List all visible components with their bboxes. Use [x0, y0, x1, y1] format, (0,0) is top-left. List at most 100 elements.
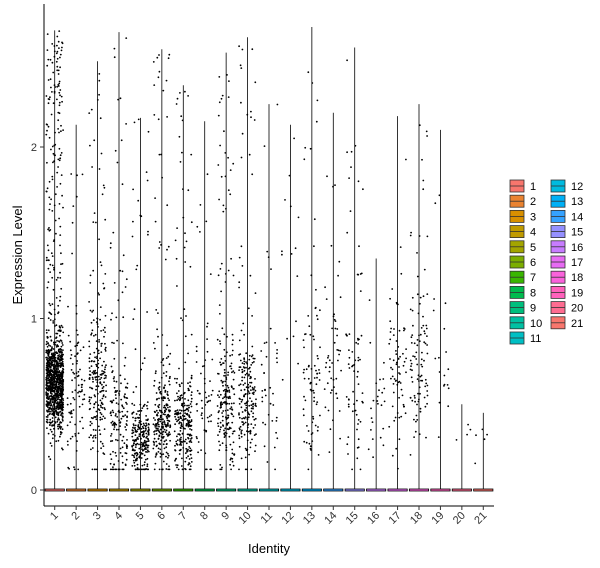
data-point: [241, 48, 244, 51]
data-point: [153, 468, 156, 471]
data-point: [165, 375, 168, 377]
data-point: [250, 400, 253, 403]
data-point: [227, 414, 229, 417]
data-point: [264, 423, 267, 426]
data-point: [113, 424, 116, 427]
data-point: [54, 377, 57, 379]
data-point: [55, 382, 58, 384]
data-point: [140, 443, 142, 446]
data-point: [241, 421, 244, 423]
data-point: [206, 173, 209, 176]
data-point: [243, 360, 246, 363]
data-point: [134, 434, 137, 436]
data-point: [146, 446, 149, 449]
data-point: [69, 437, 72, 440]
data-point: [232, 464, 235, 467]
x-tick-label: 15: [344, 510, 361, 527]
data-point: [57, 276, 59, 279]
data-point: [51, 43, 54, 45]
data-point: [180, 465, 183, 467]
data-point: [246, 418, 249, 421]
data-point: [262, 421, 264, 424]
data-point: [350, 150, 353, 153]
data-point: [284, 199, 286, 201]
violin-15: [344, 47, 365, 492]
data-point: [90, 434, 92, 436]
data-point: [355, 341, 358, 344]
data-point: [110, 458, 113, 460]
data-point: [59, 348, 62, 350]
data-point: [62, 388, 65, 391]
data-point: [325, 361, 328, 364]
data-point: [203, 429, 206, 432]
data-point: [340, 369, 342, 372]
data-point: [78, 390, 81, 393]
legend-label: 13: [571, 196, 583, 208]
data-point: [402, 352, 404, 355]
data-point: [148, 423, 150, 426]
data-point: [227, 396, 229, 398]
data-point: [376, 395, 379, 398]
data-point: [160, 244, 162, 246]
data-point: [370, 407, 372, 410]
data-point: [415, 351, 418, 354]
data-point: [176, 285, 178, 287]
data-point: [49, 78, 52, 81]
data-point: [61, 448, 64, 451]
data-point: [254, 402, 257, 405]
data-point: [140, 457, 143, 459]
data-point: [229, 443, 232, 446]
data-point: [169, 426, 172, 429]
data-point: [55, 373, 57, 375]
data-point: [226, 74, 228, 76]
legend-label: 3: [530, 211, 536, 223]
data-point: [182, 419, 185, 421]
data-point: [368, 299, 371, 301]
data-point: [146, 435, 148, 438]
points-3: [88, 73, 107, 471]
data-point: [126, 447, 128, 449]
data-point: [99, 261, 102, 263]
data-point: [55, 384, 58, 386]
data-point: [163, 404, 166, 407]
data-point: [310, 274, 313, 277]
data-point: [404, 412, 407, 415]
data-point: [158, 241, 161, 243]
data-point: [62, 368, 65, 371]
data-point: [360, 272, 363, 275]
data-point: [100, 351, 103, 353]
data-point: [135, 443, 137, 446]
data-point: [425, 382, 428, 385]
data-point: [332, 315, 335, 318]
data-point: [47, 389, 50, 391]
data-point: [80, 390, 83, 393]
data-point: [228, 402, 231, 405]
data-point: [46, 33, 49, 35]
data-point: [238, 45, 241, 48]
data-point: [131, 235, 134, 238]
data-point: [52, 408, 55, 411]
violin-12: [280, 124, 301, 492]
x-tick-label: 17: [387, 510, 404, 527]
data-point: [58, 30, 61, 32]
data-point: [54, 341, 57, 344]
data-point: [58, 372, 60, 374]
data-point: [227, 386, 230, 389]
data-point: [222, 425, 225, 427]
data-point: [103, 326, 106, 329]
data-point: [226, 417, 229, 419]
data-point: [115, 428, 118, 431]
data-point: [261, 390, 264, 392]
data-point: [238, 427, 241, 430]
data-point: [61, 370, 64, 372]
data-point: [179, 161, 182, 163]
x-tick-label: 19: [429, 510, 446, 527]
data-point: [114, 468, 117, 471]
data-point: [58, 147, 61, 150]
data-point: [176, 435, 178, 438]
data-point: [232, 274, 235, 277]
data-point: [157, 419, 160, 422]
data-point: [392, 334, 395, 336]
data-point: [224, 409, 227, 412]
data-point: [232, 162, 235, 165]
